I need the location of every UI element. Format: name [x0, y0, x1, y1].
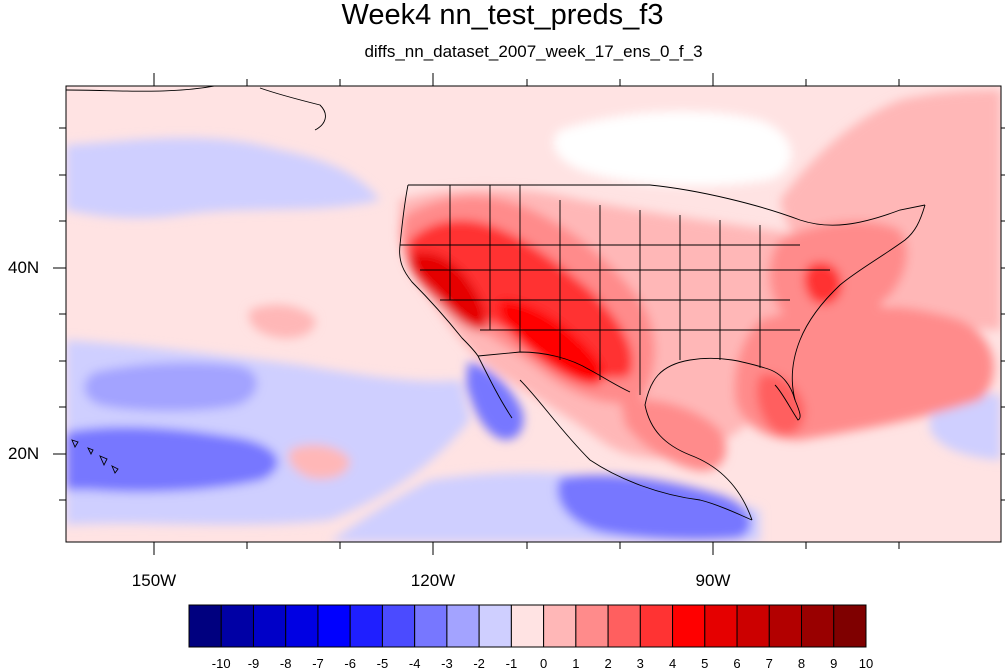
colorbar-box	[833, 604, 867, 648]
map-title: Week4 nn_test_preds_f3	[341, 0, 664, 31]
map-subtitle: diffs_nn_dataset_2007_week_17_ens_0_f_3	[364, 42, 703, 61]
colorbar-box	[317, 604, 351, 648]
cool-patch-hawaii	[66, 426, 278, 492]
colorbar-label: -8	[279, 656, 292, 671]
cool-patch-a	[84, 362, 258, 412]
warm-pacific-patch	[249, 304, 316, 339]
colorbar-label: 0	[539, 656, 548, 671]
colorbar-box	[349, 604, 383, 648]
colorbar-label: -9	[247, 656, 260, 671]
state-lines-horizontal	[400, 244, 830, 331]
colorbar-label: -7	[312, 656, 324, 671]
colorbar-label: -1	[505, 656, 518, 671]
colorbar-label: 10	[858, 656, 874, 671]
colorbar-box	[736, 604, 770, 648]
colorbar-box	[575, 604, 609, 648]
us-west-coast	[399, 184, 479, 357]
colorbar-box	[801, 604, 835, 648]
alaska-coast	[66, 86, 326, 131]
colorbar-label: -2	[473, 656, 485, 671]
colorbar-box	[607, 604, 641, 648]
colorbar-box	[478, 604, 512, 648]
colorbar-box	[285, 604, 319, 648]
colorbar-box	[672, 604, 706, 648]
cool-patch-south	[557, 475, 751, 540]
colorbar-box	[252, 604, 287, 648]
colorbar-label: -6	[344, 656, 356, 671]
colorbar-box	[220, 604, 254, 648]
colorbar-box	[768, 604, 803, 648]
lat-label-40n: 40N	[8, 258, 40, 277]
colorbar-label: 6	[733, 656, 741, 671]
cool-patch-baja	[466, 362, 524, 440]
coastlines	[66, 86, 926, 521]
colorbar-box	[639, 604, 674, 648]
colorbar-label: 1	[572, 656, 580, 671]
cool-band-north-pacific	[66, 138, 380, 218]
colorbar-box	[543, 604, 577, 648]
colorbar-label: 7	[765, 656, 773, 671]
colorbar-box	[381, 604, 416, 648]
colorbar-label: 3	[636, 656, 644, 671]
colorbar-label: 4	[668, 656, 677, 671]
lat-label-20n: 20N	[8, 444, 40, 463]
state-lines-west	[449, 185, 601, 380]
us-canada-border	[408, 184, 926, 226]
us-east-coast	[791, 204, 926, 401]
colorbar-label: 8	[797, 656, 806, 671]
gulf-coast	[644, 357, 801, 521]
lon-label-90w: 90W	[695, 571, 731, 590]
lon-label-150w: 150W	[131, 571, 177, 590]
colorbar-label: -3	[441, 656, 453, 671]
warm-pacific-patch-2	[288, 444, 350, 480]
baja-coast	[477, 355, 513, 419]
axis-ticks	[53, 73, 1005, 555]
colorbar-box	[704, 604, 738, 648]
lon-label-120w: 120W	[410, 571, 456, 590]
us-mexico-border	[477, 351, 631, 393]
colorbar-label: -10	[211, 656, 231, 671]
field-layer	[66, 86, 1001, 542]
colorbar-box	[510, 604, 545, 648]
hawaii-islands	[71, 439, 119, 474]
colorbar	[188, 604, 867, 648]
colorbar-box	[446, 604, 480, 648]
colorbar-label: 9	[830, 656, 838, 671]
colorbar-label: -5	[376, 656, 389, 671]
colorbar-label: 2	[604, 656, 612, 671]
colorbar-box	[188, 604, 222, 648]
colorbar-label: -4	[408, 656, 421, 671]
mexico-west-coast	[519, 379, 753, 521]
warm-west-hot	[409, 252, 487, 331]
colorbar-box	[414, 604, 448, 648]
state-lines-mid	[639, 210, 761, 395]
warm-mid-atlantic	[804, 262, 842, 305]
warm-gulf-mexico	[620, 399, 726, 471]
colorbar-label: 5	[701, 656, 709, 671]
white-north	[553, 111, 792, 187]
